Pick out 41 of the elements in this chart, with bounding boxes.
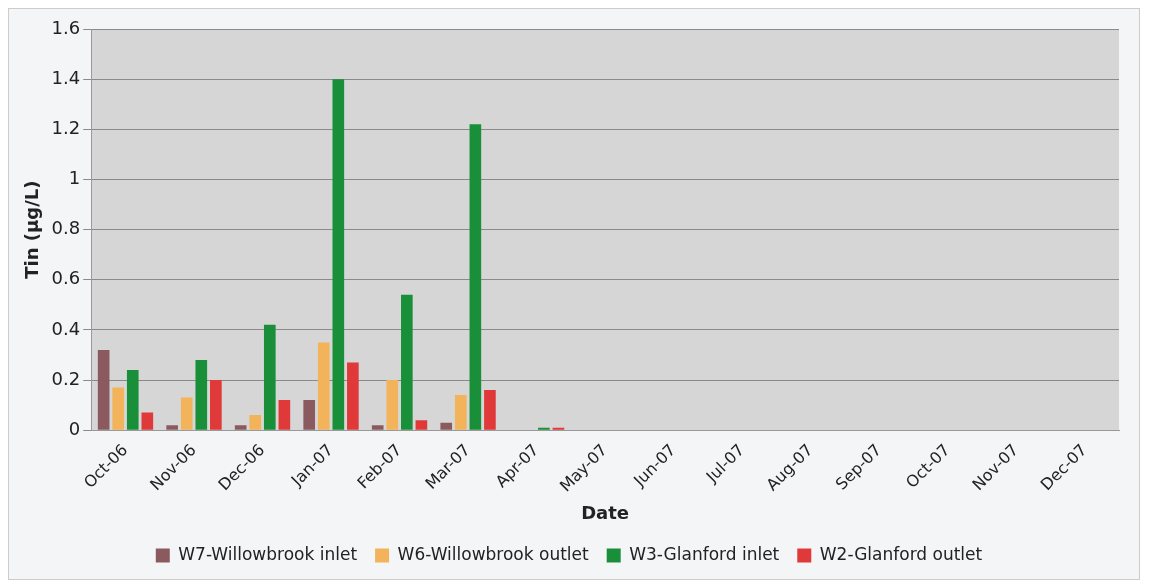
bar bbox=[386, 380, 399, 430]
bar bbox=[112, 387, 125, 430]
y-axis-title: Tin (µg/L) bbox=[21, 180, 43, 279]
bar bbox=[440, 422, 453, 430]
y-tick-label: 1.4 bbox=[51, 66, 81, 88]
y-tick-label: 1.6 bbox=[51, 16, 81, 38]
legend-label: W6-Willowbrook outlet bbox=[397, 543, 590, 564]
bar bbox=[538, 427, 550, 430]
bar bbox=[415, 420, 428, 430]
bar bbox=[278, 400, 291, 430]
bar bbox=[303, 400, 316, 430]
bar bbox=[234, 425, 247, 430]
bar bbox=[484, 390, 496, 430]
bar bbox=[371, 425, 384, 430]
x-axis-title: Date bbox=[581, 501, 630, 523]
legend-label: W7-Willowbrook inlet bbox=[178, 543, 358, 564]
bar bbox=[249, 415, 262, 430]
y-tick-label: 1 bbox=[68, 167, 81, 189]
bar bbox=[195, 359, 208, 430]
y-tick-label: 0 bbox=[68, 417, 81, 439]
bar bbox=[347, 362, 359, 430]
legend-label: W3-Glanford inlet bbox=[629, 543, 780, 564]
bar bbox=[317, 342, 330, 430]
y-tick-label: 0.2 bbox=[51, 367, 81, 389]
bar bbox=[469, 124, 482, 430]
bar bbox=[141, 412, 154, 430]
legend-label: W2-Glanford outlet bbox=[819, 543, 983, 564]
y-tick-label: 1.2 bbox=[51, 116, 81, 138]
y-tick-label: 0.4 bbox=[51, 317, 81, 339]
bar bbox=[126, 369, 139, 430]
bar bbox=[332, 79, 345, 430]
y-tick-label: 0.8 bbox=[51, 217, 81, 239]
bar bbox=[166, 425, 178, 430]
bar bbox=[97, 349, 110, 430]
y-tick-label: 0.6 bbox=[51, 267, 81, 289]
bar bbox=[454, 395, 467, 430]
bar bbox=[180, 397, 193, 430]
bar bbox=[263, 324, 276, 430]
bar bbox=[401, 294, 413, 430]
bar bbox=[552, 427, 565, 430]
bar bbox=[210, 380, 222, 430]
